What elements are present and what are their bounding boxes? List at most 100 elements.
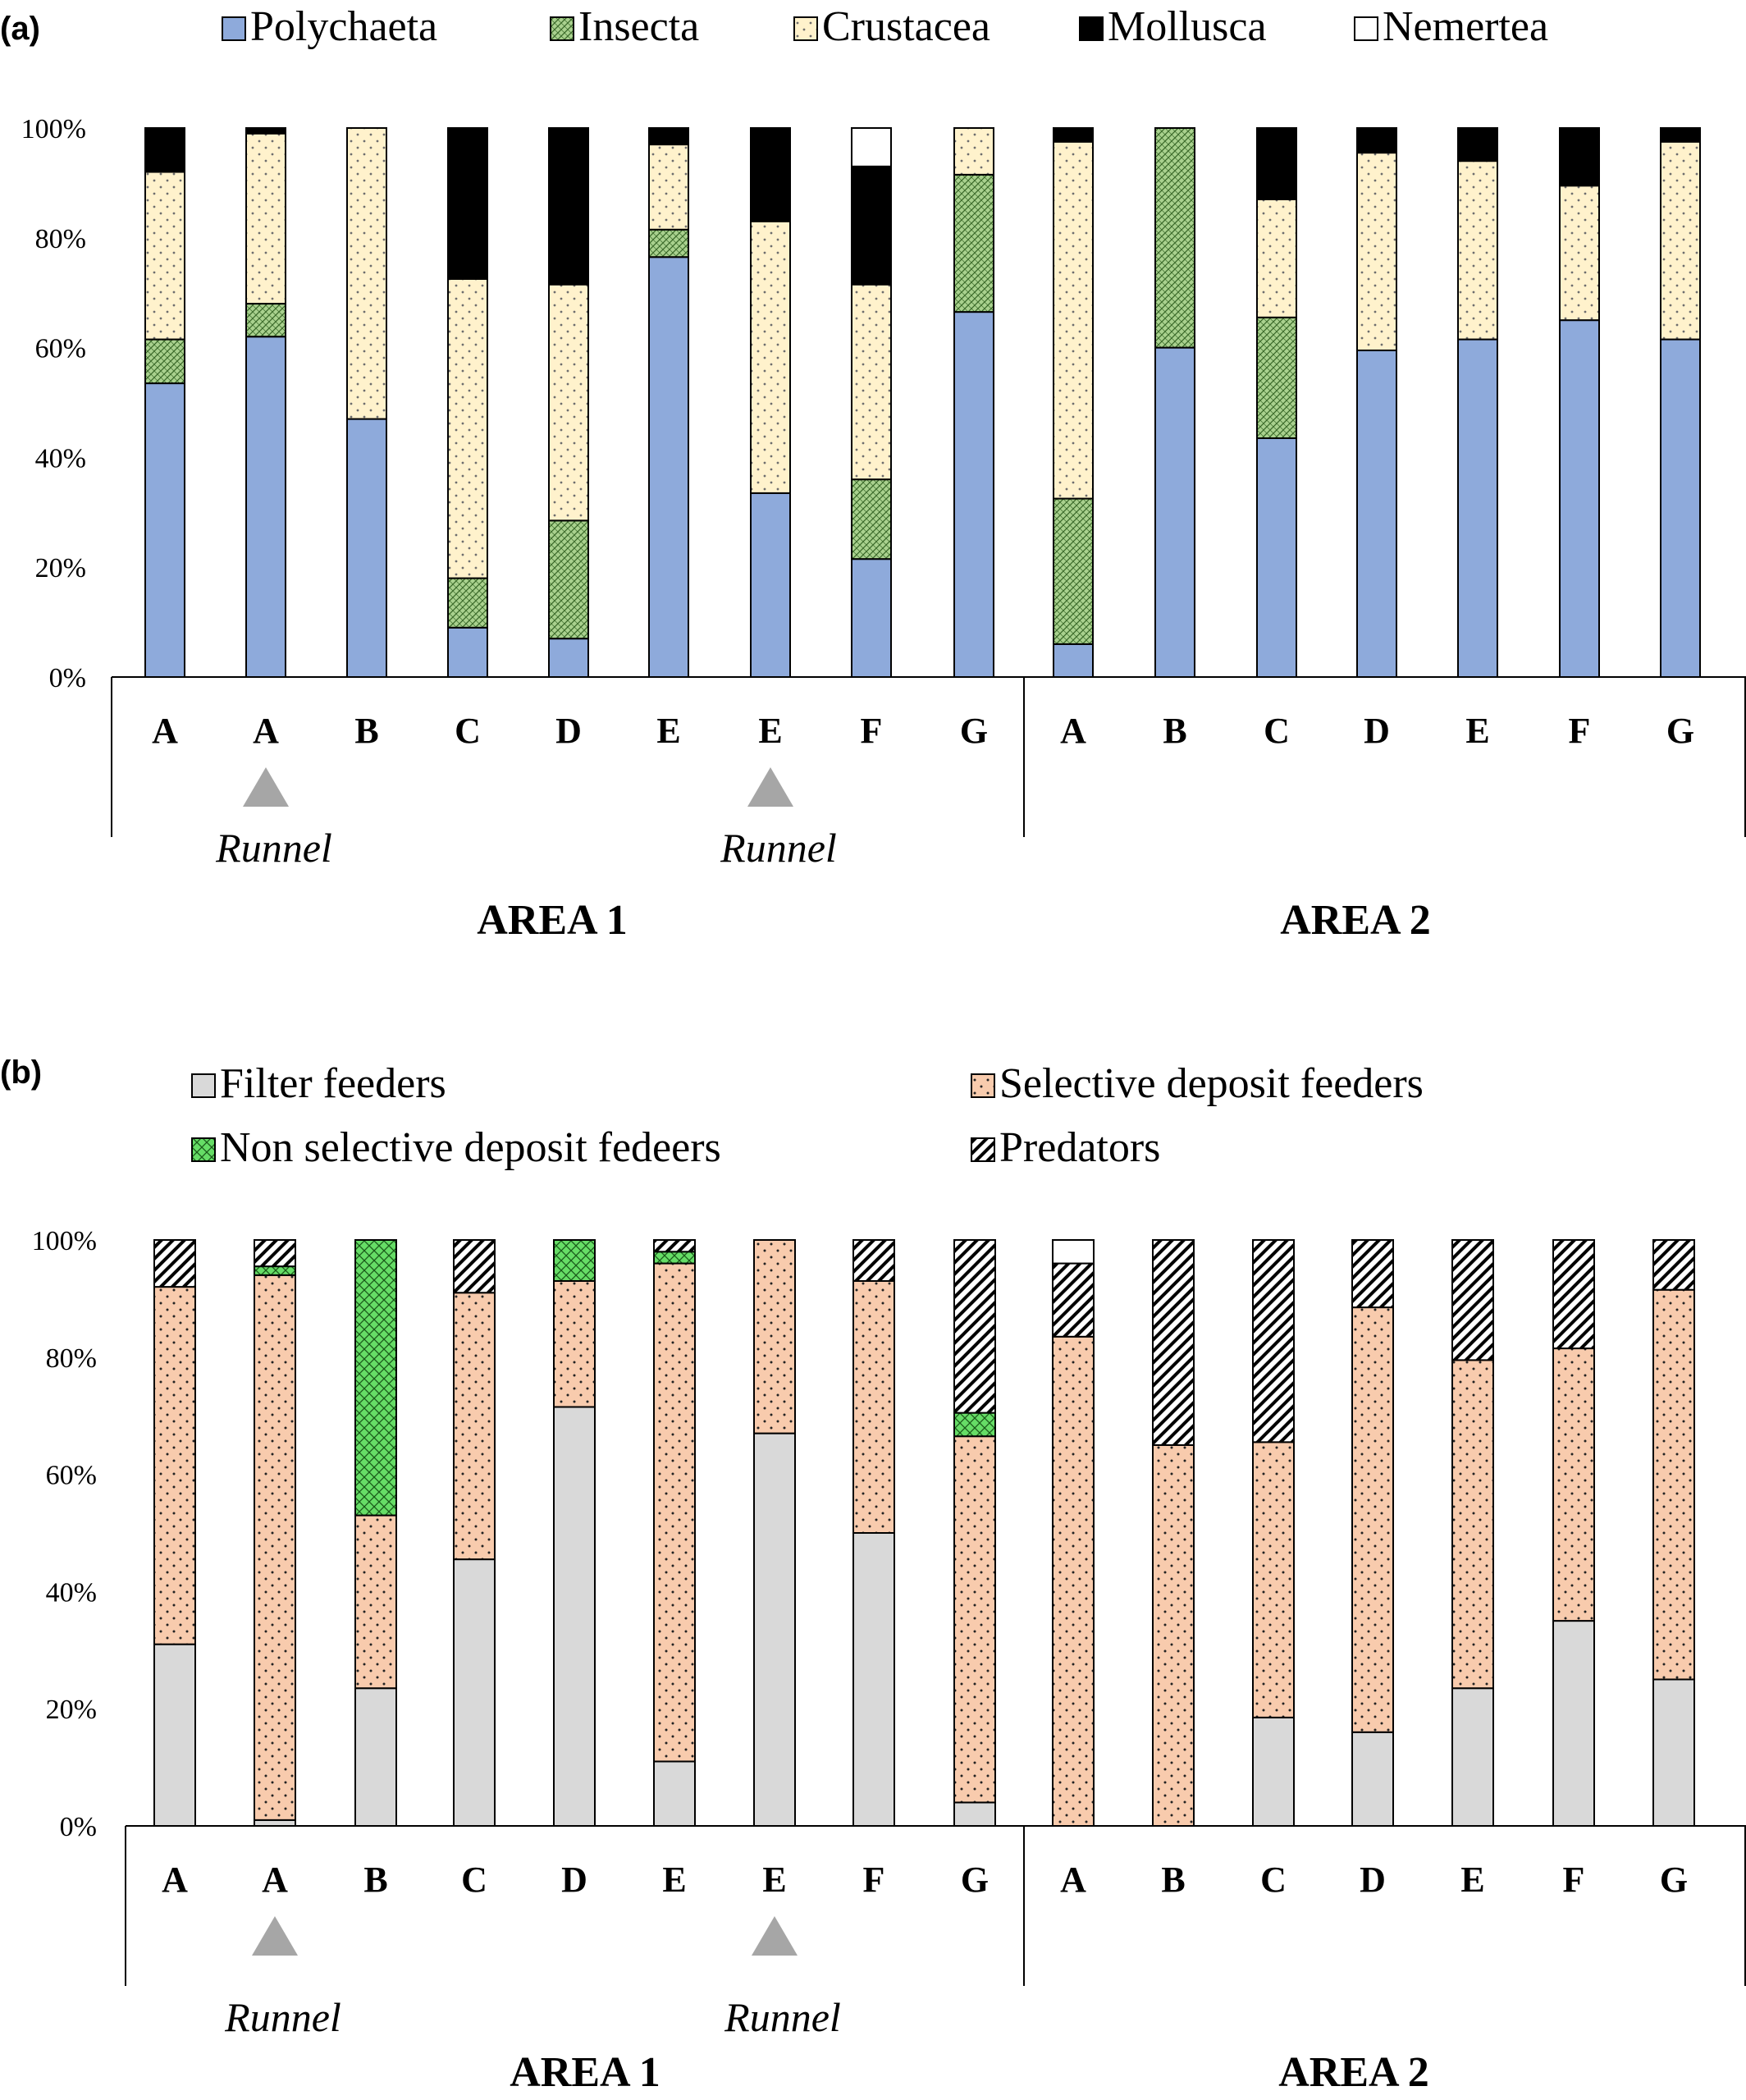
bar-segment <box>254 1239 296 1268</box>
category-label: E <box>1460 1860 1484 1900</box>
category-label: B <box>363 1860 387 1900</box>
category-label: G <box>960 711 988 751</box>
bar-segment <box>1356 152 1397 351</box>
bar-segment <box>953 1801 996 1827</box>
legend-swatch <box>971 1137 995 1162</box>
bar-segment <box>851 165 892 286</box>
legend-swatch <box>1079 16 1104 41</box>
runnel-label: Runnel <box>724 1994 841 2040</box>
y-tick-label: 20% <box>46 1695 97 1725</box>
bar-segment <box>548 283 589 522</box>
bar-segment <box>144 127 185 173</box>
legend-swatch <box>793 16 818 41</box>
bar-segment <box>1256 316 1297 439</box>
legend-swatch <box>222 16 246 41</box>
bar-segment <box>852 1532 895 1827</box>
legend-label: Insecta <box>578 3 699 50</box>
bar-segment <box>1252 1441 1295 1718</box>
category-label: B <box>1163 711 1186 751</box>
category-label: D <box>555 711 582 751</box>
runnel-label: Runnel <box>720 825 837 871</box>
bar-segment <box>750 492 791 679</box>
bar-segment <box>245 336 286 678</box>
bar-segment <box>254 1274 296 1821</box>
bar-segment <box>1351 1306 1394 1733</box>
category-label: A <box>1060 1860 1086 1900</box>
bar-segment <box>144 338 185 385</box>
bar-segment <box>1660 140 1701 341</box>
category-label: G <box>1660 1860 1688 1900</box>
bar-segment <box>1152 1443 1195 1828</box>
category-label: E <box>656 711 680 751</box>
runnel-marker-triangle <box>243 767 289 807</box>
bar-segment <box>648 256 689 678</box>
bar-segment <box>1457 127 1498 162</box>
bar-segment <box>553 1279 596 1408</box>
bar-segment <box>653 1251 696 1265</box>
bar-segment <box>1559 127 1600 187</box>
category-label: G <box>1666 711 1694 751</box>
bar-segment <box>1351 1731 1394 1828</box>
category-label: F <box>1569 711 1591 751</box>
bar-segment <box>648 127 689 146</box>
legend-label: Nemertea <box>1383 3 1548 50</box>
bar-segment <box>1457 338 1498 678</box>
bar-segment <box>153 1643 196 1828</box>
bar-segment <box>245 127 286 135</box>
legend-label: Polychaeta <box>250 3 437 50</box>
bar-segment <box>548 638 589 678</box>
bar-segment <box>1252 1239 1295 1443</box>
bar-segment <box>1451 1687 1494 1827</box>
category-label: F <box>863 1860 885 1900</box>
bar-segment <box>753 1239 796 1434</box>
bar-segment <box>1457 160 1498 341</box>
bar-segment <box>852 1279 895 1534</box>
bar-segment <box>548 127 589 286</box>
bar-segment <box>254 1819 296 1828</box>
category-label: D <box>561 1860 587 1900</box>
y-tick-label: 80% <box>46 1343 97 1374</box>
runnel-marker-triangle <box>747 767 793 807</box>
category-label: E <box>758 711 782 751</box>
legend-label: Selective deposit feeders <box>999 1060 1424 1107</box>
bar-segment <box>1052 1239 1095 1265</box>
category-label: D <box>1364 711 1390 751</box>
bar-segment <box>1552 1620 1595 1827</box>
bar-segment <box>1660 127 1701 143</box>
category-label: C <box>461 1860 487 1900</box>
bar-segment <box>254 1265 296 1276</box>
y-tick-label: 0% <box>60 1812 97 1842</box>
bar-segment <box>1152 1239 1195 1446</box>
category-label: E <box>762 1860 786 1900</box>
legend-label: Mollusca <box>1108 3 1267 50</box>
bar-segment <box>648 144 689 231</box>
bar-segment <box>851 478 892 560</box>
bar-segment <box>447 626 488 678</box>
legend-swatch <box>191 1137 216 1162</box>
y-tick-label: 60% <box>46 1461 97 1491</box>
y-tick-label: 20% <box>35 553 86 583</box>
bar-segment <box>453 1558 496 1827</box>
bar-segment <box>1660 338 1701 678</box>
legend-swatch <box>191 1073 216 1098</box>
bar-segment <box>153 1286 196 1645</box>
bar-segment <box>1053 127 1094 143</box>
legend-swatch <box>1354 16 1378 41</box>
group-label: AREA 1 <box>510 2049 660 2096</box>
bar-segment <box>354 1239 397 1517</box>
category-label: F <box>1563 1860 1585 1900</box>
bar-segment <box>245 132 286 305</box>
bar-segment <box>453 1292 496 1561</box>
bar-segment <box>1053 643 1094 678</box>
y-tick-label: 100% <box>32 1226 97 1256</box>
bar-segment <box>1356 349 1397 678</box>
bar-segment <box>1053 497 1094 645</box>
bar-segment <box>1052 1262 1095 1338</box>
bar-segment <box>153 1239 196 1288</box>
bar-segment <box>553 1406 596 1827</box>
category-label: A <box>162 1860 188 1900</box>
bar-segment <box>447 277 488 579</box>
bar-segment <box>953 173 994 313</box>
bar-segment <box>1256 437 1297 678</box>
